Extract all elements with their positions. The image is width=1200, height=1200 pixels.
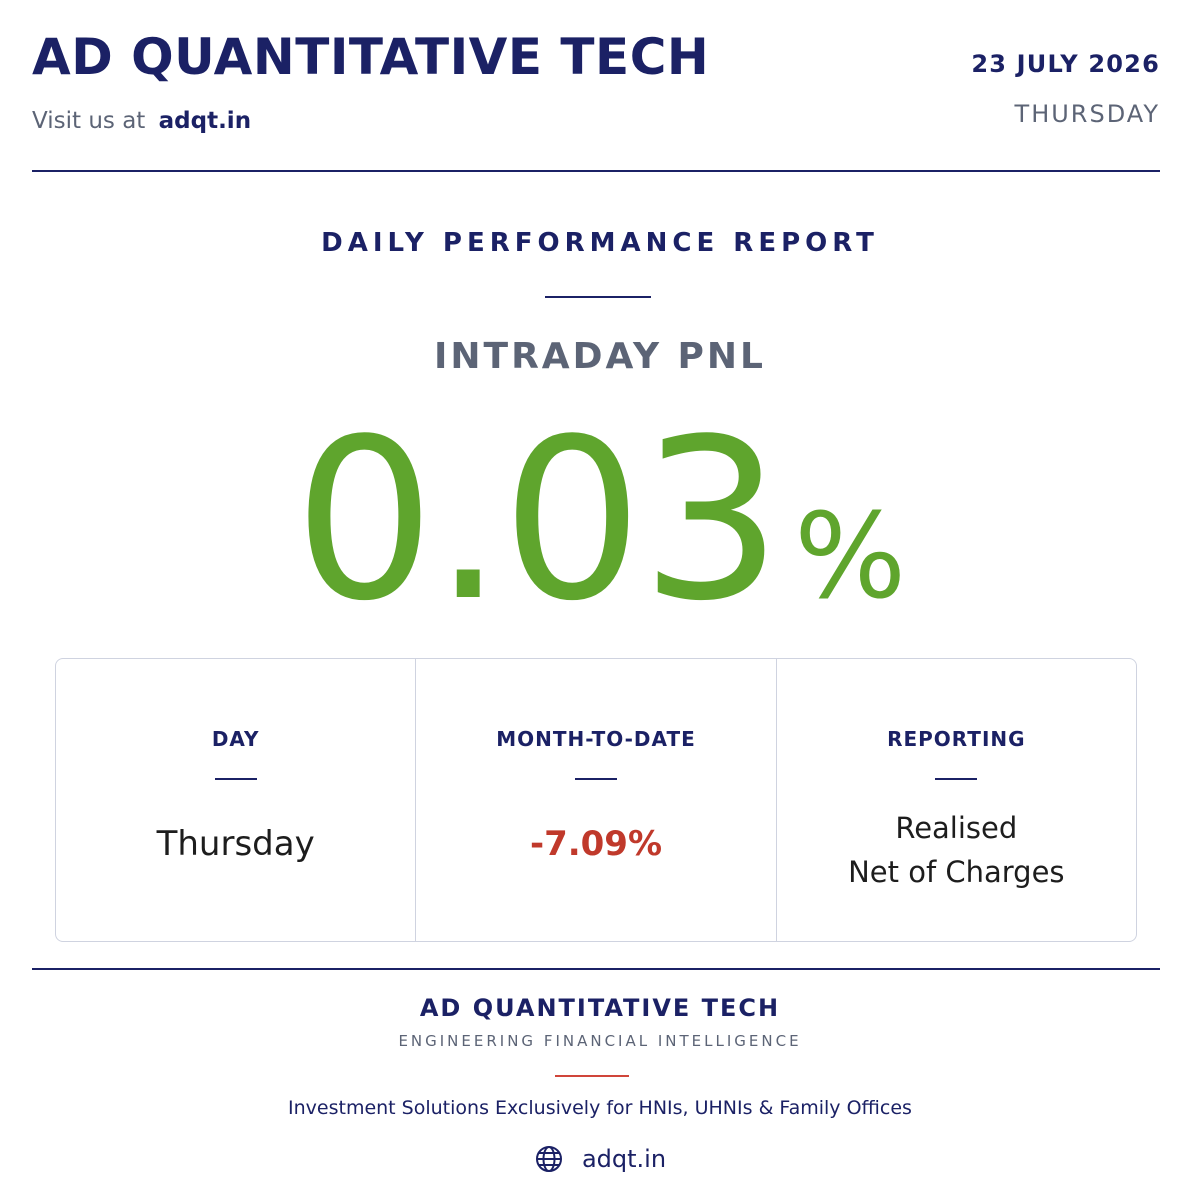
globe-icon xyxy=(534,1144,564,1174)
stat-month-to-date: MONTH-TO-DATE -7.09% xyxy=(416,659,777,941)
audience-line: Investment Solutions Exclusively for HNI… xyxy=(288,1097,912,1119)
stat-reporting: REPORTING Realised Net of Charges xyxy=(777,659,1136,941)
report-weekday: THURSDAY xyxy=(1014,100,1160,128)
visit-line: Visit us at adqt.in xyxy=(32,108,251,134)
stat-value-line-2: Net of Charges xyxy=(848,854,1065,889)
footer-website-label[interactable]: adqt.in xyxy=(581,1145,667,1173)
visit-site-link[interactable]: adqt.in xyxy=(158,108,252,134)
report-title: DAILY PERFORMANCE REPORT xyxy=(321,228,879,258)
visit-prefix: Visit us at xyxy=(32,108,146,134)
footer-website[interactable]: adqt.in xyxy=(0,1144,1200,1174)
stat-divider xyxy=(214,778,257,780)
stat-label: REPORTING xyxy=(887,727,1026,751)
stat-value: -7.09% xyxy=(529,824,663,864)
accent-divider xyxy=(555,1075,629,1077)
metric-unit: % xyxy=(794,487,907,625)
stat-value: Thursday xyxy=(156,824,315,864)
stat-divider xyxy=(935,778,978,780)
stat-value: Realised Net of Charges xyxy=(777,807,1136,894)
stat-label: MONTH-TO-DATE xyxy=(496,727,696,751)
footer-divider xyxy=(32,968,1160,970)
stat-label: DAY xyxy=(211,727,260,751)
footer-tagline: ENGINEERING FINANCIAL INTELLIGENCE xyxy=(398,1032,802,1050)
metric-number: 0.03 xyxy=(293,392,782,650)
report-date: 23 JULY 2026 xyxy=(971,50,1160,78)
stat-value-line-1: Realised xyxy=(895,811,1018,845)
brand-title: AD QUANTITATIVE TECH xyxy=(32,28,710,86)
footer-brand: AD QUANTITATIVE TECH xyxy=(419,994,781,1022)
header-divider xyxy=(32,170,1160,172)
title-divider xyxy=(545,296,651,298)
metric-label: INTRADAY PNL xyxy=(433,336,766,377)
stat-divider xyxy=(574,778,617,780)
metric-value: 0.03% xyxy=(0,410,1200,632)
stats-panel: DAY Thursday MONTH-TO-DATE -7.09% REPORT… xyxy=(55,658,1137,942)
stat-day: DAY Thursday xyxy=(56,659,417,941)
